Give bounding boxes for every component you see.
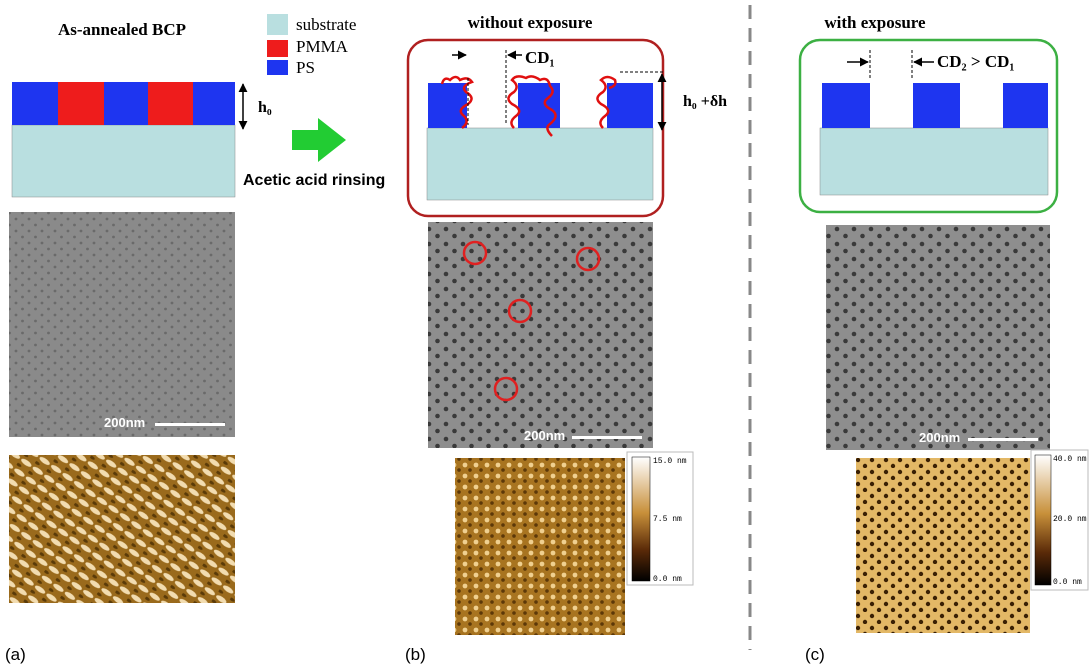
scale-bar-label: 200nm xyxy=(104,415,145,430)
height-label: h₀ +δh xyxy=(683,93,727,110)
scale-bar-label: 200nm xyxy=(919,430,960,445)
colorbar-label: 0.0 nm xyxy=(1053,578,1082,587)
colorbar-label: 20.0 nm xyxy=(1053,515,1087,524)
panel-title: As-annealed BCP xyxy=(58,20,186,39)
scale-bar-label: 200nm xyxy=(524,428,565,443)
process-arrow xyxy=(292,118,346,162)
sem-image xyxy=(826,225,1050,450)
cd-label: CD₁ xyxy=(525,48,555,67)
colorbar xyxy=(632,457,650,581)
cd-label: CD₂ > CD₁ xyxy=(937,52,1015,71)
panel-label: (c) xyxy=(805,645,825,664)
colorbar-label: 7.5 nm xyxy=(653,515,682,524)
bcp-schematic xyxy=(12,82,243,197)
legend: substrate PMMA PS xyxy=(267,14,356,77)
figure: As-annealed BCP h₀ 200nm (a) substrate P… xyxy=(0,0,1091,667)
afm-image xyxy=(9,455,235,603)
panel-title: without exposure xyxy=(468,13,593,32)
scale-bar xyxy=(155,423,225,426)
afm-image xyxy=(856,458,1030,633)
colorbar xyxy=(1035,455,1051,585)
panel-title: with exposure xyxy=(824,13,926,32)
height-label: h₀ xyxy=(258,99,272,116)
afm-image xyxy=(455,458,625,635)
colorbar-label: 40.0 nm xyxy=(1053,455,1087,464)
legend-item: PS xyxy=(296,58,315,77)
rinsed-schematic xyxy=(427,50,664,200)
legend-item: substrate xyxy=(296,15,356,34)
exposed-schematic xyxy=(820,50,1048,195)
scale-bar xyxy=(572,436,642,439)
colorbar-label: 0.0 nm xyxy=(653,575,682,584)
sem-image xyxy=(428,222,653,448)
sem-image xyxy=(9,212,235,437)
panel-label: (a) xyxy=(5,645,26,664)
scale-bar xyxy=(968,438,1038,441)
colorbar-label: 15.0 nm xyxy=(653,457,687,466)
legend-item: PMMA xyxy=(296,37,349,56)
panel-label: (b) xyxy=(405,645,426,664)
process-label: Acetic acid rinsing xyxy=(243,172,385,189)
